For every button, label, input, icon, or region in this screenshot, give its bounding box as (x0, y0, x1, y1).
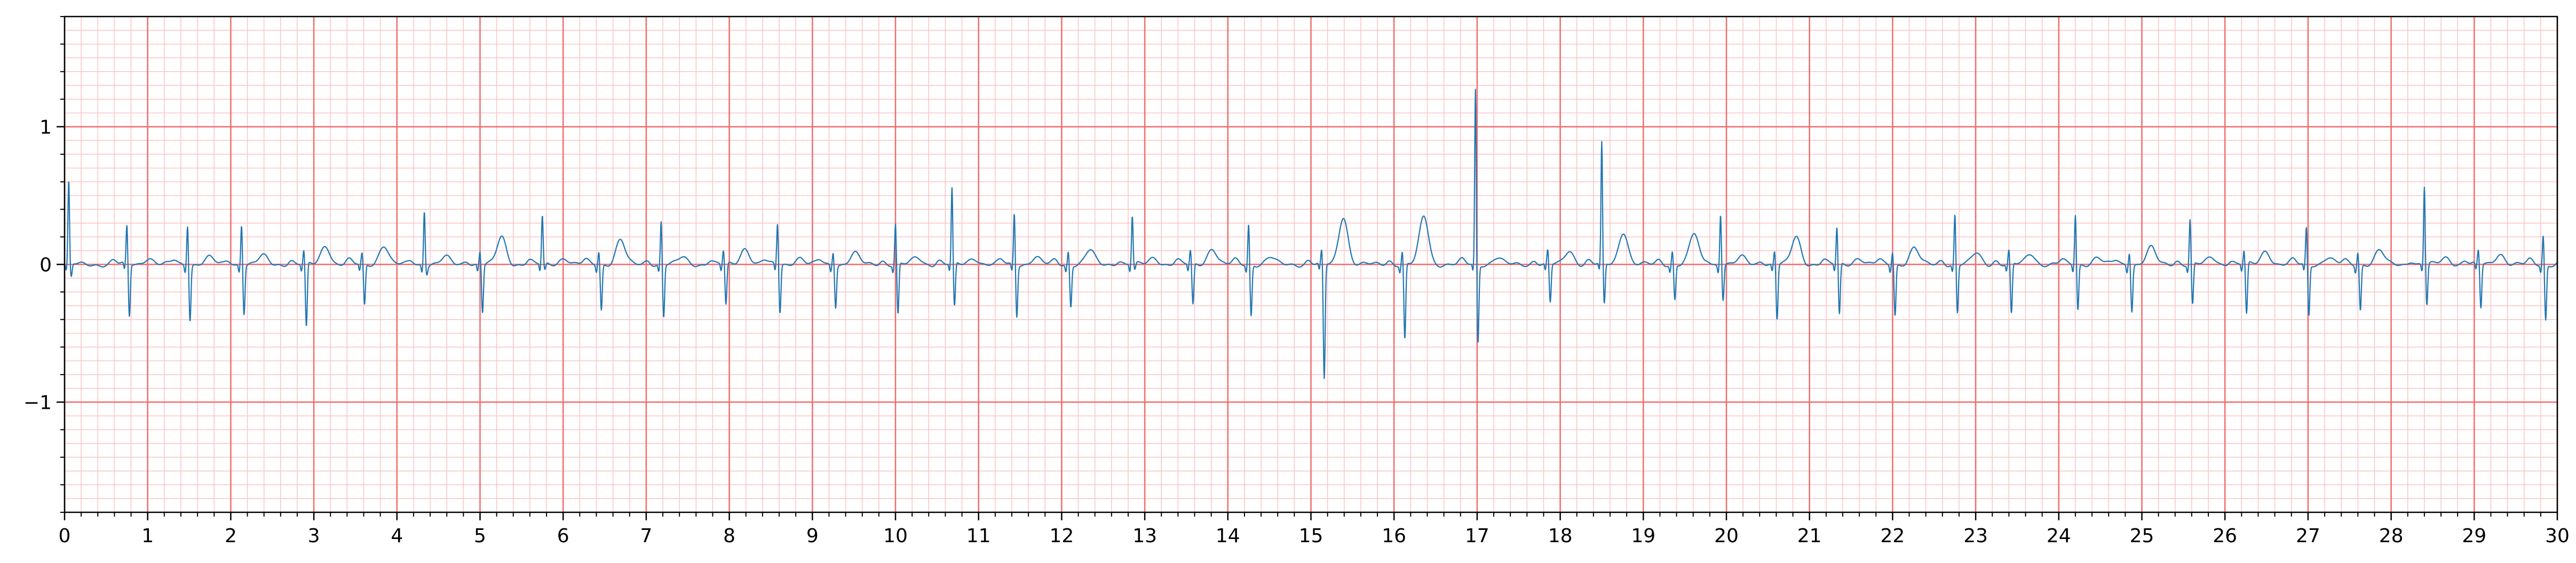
x-tick-label: 24 (2047, 525, 2071, 547)
x-tick-label: 11 (966, 525, 991, 547)
x-tick-label: 3 (308, 525, 320, 547)
x-tick-label: 29 (2462, 525, 2486, 547)
x-tick-label: 30 (2545, 525, 2570, 547)
x-tick-label: 8 (723, 525, 735, 547)
x-tick-label: 2 (225, 525, 237, 547)
x-tick-label: 9 (806, 525, 819, 547)
x-tick-label: 4 (391, 525, 403, 547)
y-tick-label: −1 (23, 392, 52, 414)
x-tick-label: 17 (1465, 525, 1489, 547)
x-tick-label: 15 (1299, 525, 1323, 547)
x-tick-label: 6 (557, 525, 569, 547)
x-tick-label: 28 (2379, 525, 2404, 547)
x-tick-label: 25 (2130, 525, 2154, 547)
x-tick-label: 12 (1049, 525, 1074, 547)
x-tick-label: 7 (640, 525, 652, 547)
x-tick-label: 20 (1714, 525, 1739, 547)
x-tick-label: 14 (1216, 525, 1240, 547)
x-tick-label: 22 (1880, 525, 1905, 547)
x-tick-label: 5 (474, 525, 486, 547)
x-tick-label: 16 (1382, 525, 1406, 547)
x-tick-label: 1 (141, 525, 154, 547)
major-grid (64, 17, 2558, 512)
x-tick-label: 19 (1631, 525, 1655, 547)
x-axis: 0 1 2 3 4 5 6 7 8 9 10 11 12 13 14 15 16 17 18 19 20 21 22 23 24… (59, 512, 2570, 547)
x-tick-label: 10 (883, 525, 908, 547)
y-tick-label: 1 (39, 116, 52, 138)
x-tick-label: 18 (1548, 525, 1573, 547)
x-tick-label: 26 (2213, 525, 2237, 547)
y-tick-label: 0 (39, 255, 52, 276)
ecg-trace (64, 89, 2558, 379)
x-tick-label: 13 (1132, 525, 1157, 547)
ecg-series-line (64, 89, 2558, 379)
y-axis: 1 0 −1 (23, 16, 65, 513)
x-tick-label: 23 (1963, 525, 1988, 547)
x-tick-label: 0 (59, 525, 71, 547)
x-tick-label: 21 (1797, 525, 1822, 547)
x-tick-label: 27 (2296, 525, 2320, 547)
